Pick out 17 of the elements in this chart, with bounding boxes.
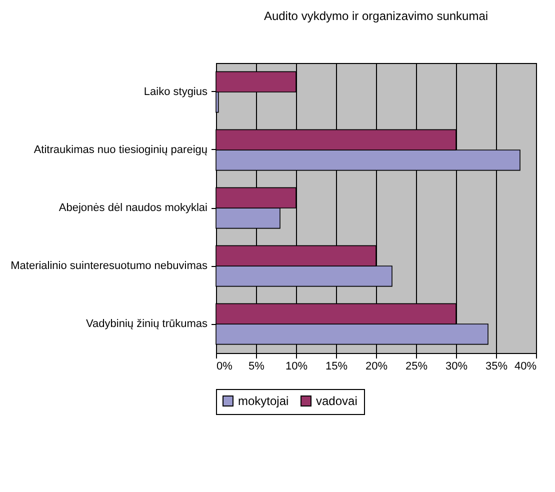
x-tick-label: 10% (285, 360, 308, 372)
legend-label: mokytojai (238, 394, 289, 408)
x-tick-label: 15% (325, 360, 348, 372)
x-tick-label: 40% (514, 360, 537, 372)
x-tick-label: 30% (445, 360, 468, 372)
x-tick-label: 0% (216, 360, 233, 372)
y-tick-label: Atitraukimas nuo tiesioginių pareigų (34, 144, 208, 156)
y-tick-label: Vadybinių žinių trūkumas (86, 318, 208, 330)
x-tick-label: 5% (248, 360, 265, 372)
chart-title: Audito vykdymo ir organizavimo sunkumai (264, 9, 488, 23)
y-tick-label: Materialinio suinteresuotumo nebuvimas (10, 260, 208, 272)
y-tick-label: Abejonės dėl naudos mokyklai (58, 202, 208, 214)
y-tick-label: Laiko stygius (144, 86, 208, 98)
x-tick-label: 35% (485, 360, 508, 372)
legend-label: vadovai (316, 394, 358, 408)
x-tick-label: 20% (365, 360, 388, 372)
x-tick-label: 25% (405, 360, 428, 372)
